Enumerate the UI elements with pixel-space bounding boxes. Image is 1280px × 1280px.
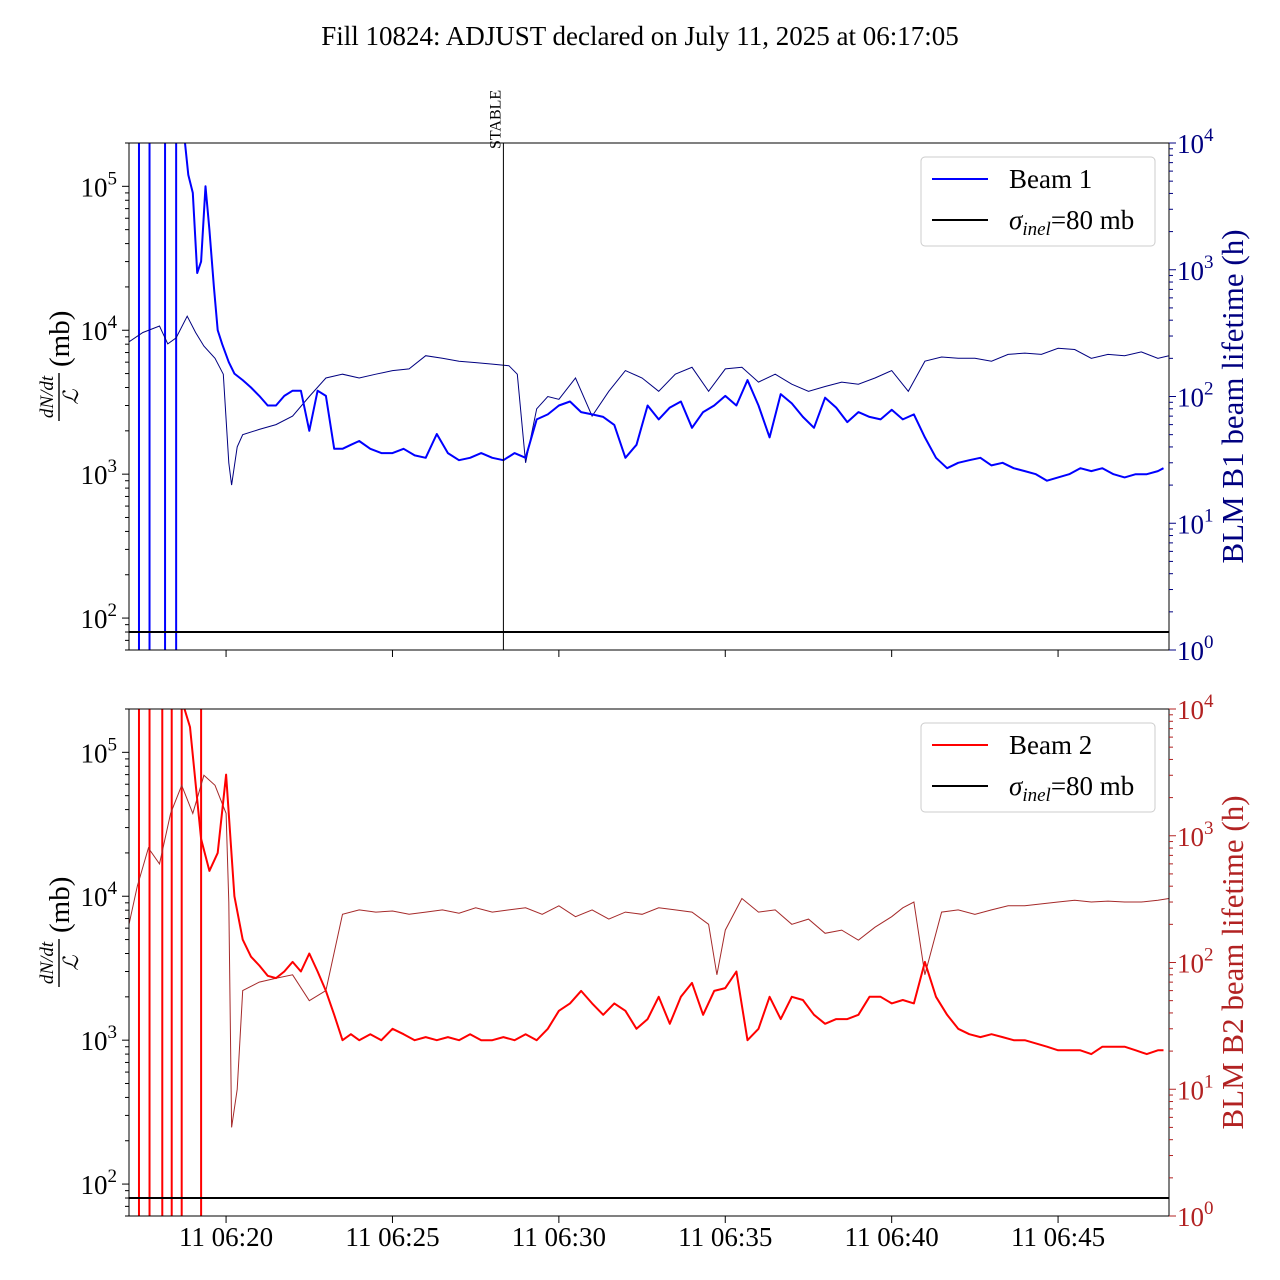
y-right-tick-label-bottom: 102 — [1177, 945, 1214, 979]
y-left-tick-label-bottom: 102 — [81, 1166, 118, 1200]
ylabel-denominator-top: ℒ — [59, 389, 83, 405]
legend-label-reference-top: σinel=80 mb — [1009, 205, 1134, 240]
ylabel-numerator-bottom: dN/dt — [37, 941, 58, 984]
ylabel-denominator-bottom: ℒ — [59, 955, 83, 971]
legend-top: Beam 1 σinel=80 mb — [920, 156, 1156, 247]
panel-top: 102 103 104 105 100 101 102 103 104 Beam 1 σinel… — [37, 90, 1250, 666]
y-left-tick-label-bottom: 103 — [81, 1022, 118, 1056]
y-axis-label-left-bottom: dN/dt ℒ (mb) — [37, 877, 83, 987]
y-right-tick-label-top: 101 — [1177, 505, 1214, 539]
ylabel-unit-top: (mb) — [44, 311, 76, 367]
y-left-tick-label-bottom: 105 — [81, 734, 118, 768]
y-left-tick-label-top: 104 — [81, 312, 118, 346]
y-axis-label-left-top: dN/dt ℒ (mb) — [37, 311, 83, 421]
series-lifetime-top — [129, 315, 1169, 486]
y-left-tick-label-top: 103 — [81, 456, 118, 490]
y-right-tick-label-top: 102 — [1177, 379, 1214, 413]
y-left-tick-label-top: 102 — [81, 600, 118, 634]
legend-bottom: Beam 2 σinel=80 mb — [920, 722, 1156, 813]
y-right-tick-label-bottom: 103 — [1177, 818, 1214, 852]
y-right-tick-label-top: 104 — [1177, 125, 1214, 159]
y-axis-label-right-bottom: BLM B2 beam lifetime (h) — [1215, 795, 1250, 1129]
legend-label-beam2: Beam 2 — [1009, 730, 1092, 760]
legend-label-reference-bottom: σinel=80 mb — [1009, 771, 1134, 806]
y-right-tick-label-bottom: 100 — [1177, 1198, 1214, 1232]
y-right-tick-label-bottom: 101 — [1177, 1071, 1214, 1105]
x-tick-label: 11 06:35 — [678, 1222, 772, 1252]
x-tick-label: 11 06:30 — [512, 1222, 606, 1252]
x-tick-label: 11 06:20 — [179, 1222, 273, 1252]
chart-title: Fill 10824: ADJUST declared on July 11, … — [321, 21, 958, 51]
y-axis-label-right-top: BLM B1 beam lifetime (h) — [1215, 229, 1250, 563]
legend-label-beam1: Beam 1 — [1009, 164, 1092, 194]
y-right-tick-label-top: 103 — [1177, 252, 1214, 286]
series-beam-bottom — [183, 709, 1164, 1056]
series-lifetime-bottom — [129, 774, 1169, 1128]
y-right-tick-label-top: 100 — [1177, 632, 1214, 666]
stable-marker-label: STABLE — [487, 90, 504, 149]
y-right-tick-label-bottom: 104 — [1177, 691, 1214, 725]
x-tick-label: 11 06:40 — [845, 1222, 939, 1252]
y-left-tick-label-top: 105 — [81, 168, 118, 202]
x-tick-label: 11 06:45 — [1011, 1222, 1105, 1252]
series-beam-top — [184, 143, 1164, 482]
ylabel-numerator-top: dN/dt — [37, 375, 58, 418]
ylabel-unit-bottom: (mb) — [44, 877, 76, 933]
y-left-tick-label-bottom: 104 — [81, 878, 118, 912]
panel-bottom: 102 103 104 105 100 101 102 103 104 11 06:20 11 06… — [37, 691, 1250, 1252]
x-tick-label: 11 06:25 — [345, 1222, 439, 1252]
